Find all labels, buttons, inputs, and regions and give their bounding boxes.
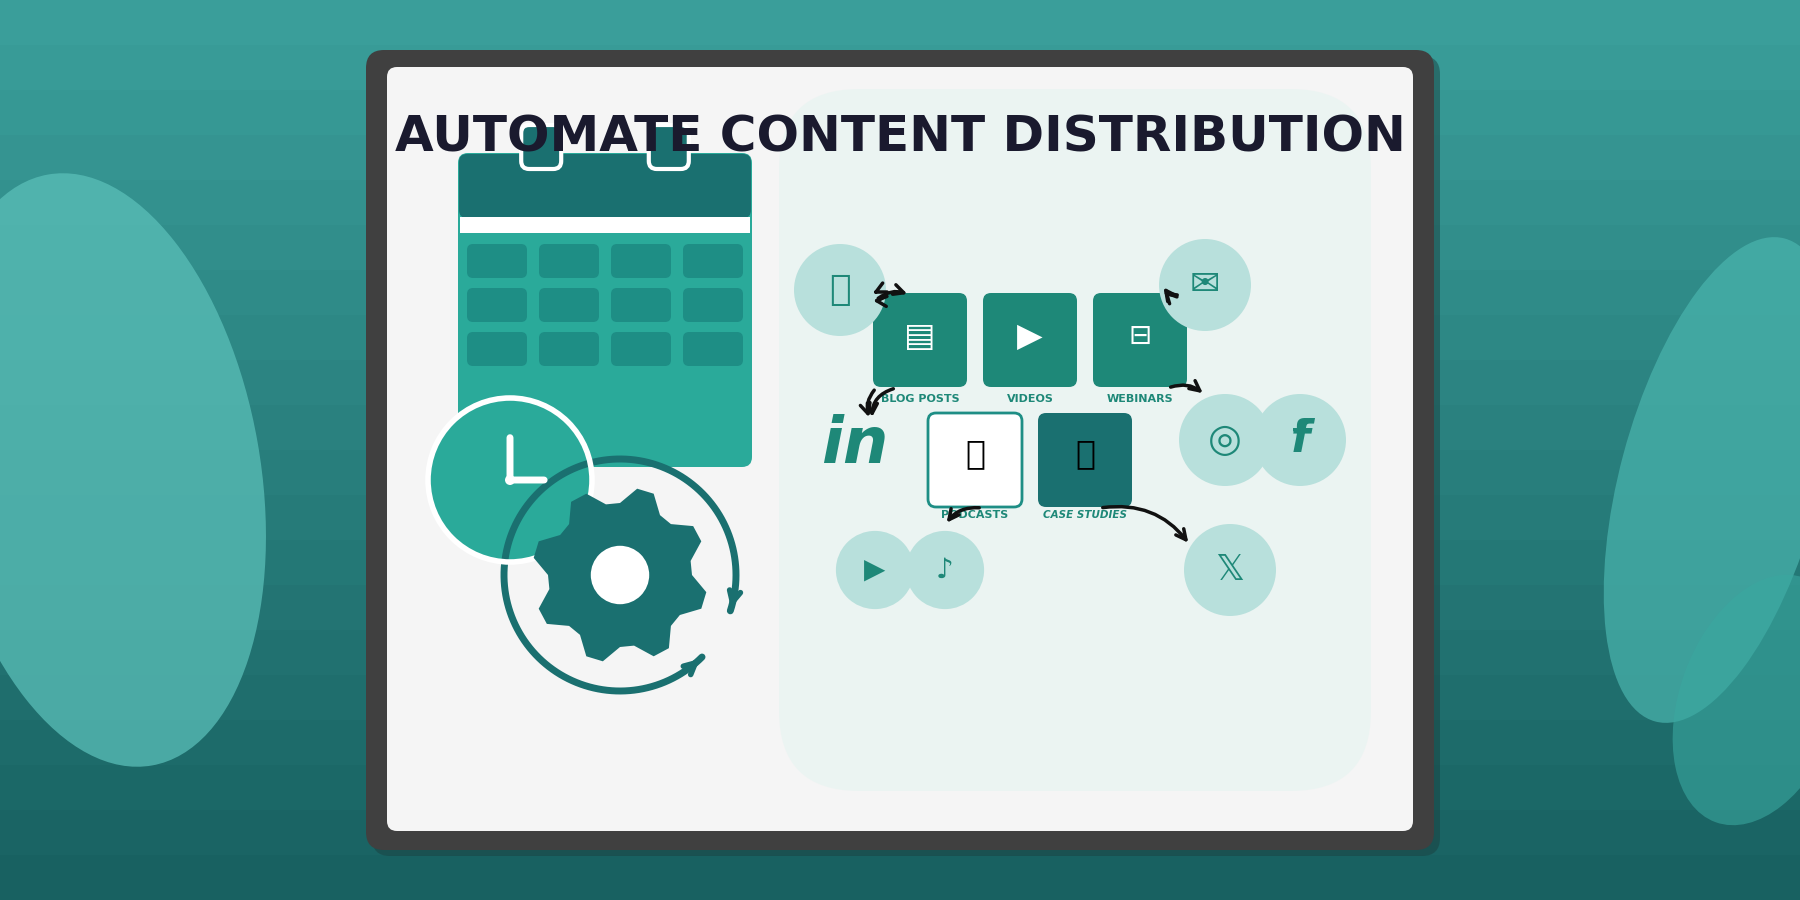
Polygon shape xyxy=(0,270,1800,315)
Circle shape xyxy=(589,543,652,607)
Circle shape xyxy=(794,244,886,336)
Text: ✉: ✉ xyxy=(1190,268,1220,302)
Text: CASE STUDIES: CASE STUDIES xyxy=(1042,510,1127,520)
Polygon shape xyxy=(0,585,1800,630)
Polygon shape xyxy=(0,135,1800,180)
FancyBboxPatch shape xyxy=(682,332,743,366)
Polygon shape xyxy=(0,630,1800,675)
Polygon shape xyxy=(0,855,1800,900)
Circle shape xyxy=(506,475,515,485)
Text: PODCASTS: PODCASTS xyxy=(941,510,1008,520)
Circle shape xyxy=(1255,394,1346,486)
FancyBboxPatch shape xyxy=(873,293,967,387)
FancyBboxPatch shape xyxy=(466,244,527,278)
FancyBboxPatch shape xyxy=(610,332,671,366)
Text: in: in xyxy=(821,414,889,476)
FancyBboxPatch shape xyxy=(682,288,743,322)
Polygon shape xyxy=(0,810,1800,855)
Text: VIDEOS: VIDEOS xyxy=(1006,394,1053,404)
Text: ▶: ▶ xyxy=(864,556,886,584)
Polygon shape xyxy=(0,315,1800,360)
Circle shape xyxy=(1184,524,1276,616)
Polygon shape xyxy=(0,0,1800,45)
Polygon shape xyxy=(0,180,1800,225)
Text: f: f xyxy=(1291,418,1310,462)
FancyBboxPatch shape xyxy=(610,288,671,322)
FancyBboxPatch shape xyxy=(461,217,751,233)
FancyBboxPatch shape xyxy=(983,293,1076,387)
Polygon shape xyxy=(0,765,1800,810)
FancyBboxPatch shape xyxy=(365,50,1435,850)
Polygon shape xyxy=(0,720,1800,765)
FancyBboxPatch shape xyxy=(1093,293,1186,387)
Polygon shape xyxy=(0,675,1800,720)
Circle shape xyxy=(905,531,985,609)
Polygon shape xyxy=(0,405,1800,450)
Text: ⊟: ⊟ xyxy=(1129,322,1152,350)
Text: 🌐: 🌐 xyxy=(830,273,851,307)
Ellipse shape xyxy=(1604,237,1800,723)
Text: f: f xyxy=(1292,418,1309,462)
Circle shape xyxy=(835,531,914,609)
Polygon shape xyxy=(0,360,1800,405)
Text: ◎: ◎ xyxy=(1208,421,1242,459)
Polygon shape xyxy=(0,495,1800,540)
FancyBboxPatch shape xyxy=(457,153,752,467)
FancyBboxPatch shape xyxy=(1039,413,1132,507)
FancyBboxPatch shape xyxy=(929,413,1022,507)
FancyBboxPatch shape xyxy=(373,56,1440,856)
FancyBboxPatch shape xyxy=(779,89,1372,791)
Text: ▤: ▤ xyxy=(904,320,936,353)
Polygon shape xyxy=(0,90,1800,135)
Text: WEBINARS: WEBINARS xyxy=(1107,394,1174,404)
FancyBboxPatch shape xyxy=(387,67,1413,831)
FancyBboxPatch shape xyxy=(466,332,527,366)
FancyBboxPatch shape xyxy=(648,125,689,169)
FancyBboxPatch shape xyxy=(459,154,751,218)
FancyBboxPatch shape xyxy=(538,244,599,278)
Ellipse shape xyxy=(0,174,266,767)
Text: 🔍: 🔍 xyxy=(1075,437,1094,471)
FancyBboxPatch shape xyxy=(466,288,527,322)
Text: 🎙: 🎙 xyxy=(965,437,985,471)
Polygon shape xyxy=(0,540,1800,585)
Text: ♪: ♪ xyxy=(936,556,954,584)
Text: ▶: ▶ xyxy=(1017,320,1042,353)
Circle shape xyxy=(428,398,592,562)
FancyBboxPatch shape xyxy=(538,332,599,366)
FancyBboxPatch shape xyxy=(610,244,671,278)
Polygon shape xyxy=(0,450,1800,495)
FancyBboxPatch shape xyxy=(682,244,743,278)
FancyBboxPatch shape xyxy=(522,125,562,169)
Ellipse shape xyxy=(1672,575,1800,825)
Circle shape xyxy=(1159,239,1251,331)
Text: AUTOMATE CONTENT DISTRIBUTION: AUTOMATE CONTENT DISTRIBUTION xyxy=(394,114,1406,162)
Text: BLOG POSTS: BLOG POSTS xyxy=(880,394,959,404)
Polygon shape xyxy=(533,489,706,662)
Polygon shape xyxy=(0,45,1800,90)
FancyBboxPatch shape xyxy=(538,288,599,322)
Circle shape xyxy=(1179,394,1271,486)
Polygon shape xyxy=(0,225,1800,270)
Text: 𝕏: 𝕏 xyxy=(1215,553,1244,587)
